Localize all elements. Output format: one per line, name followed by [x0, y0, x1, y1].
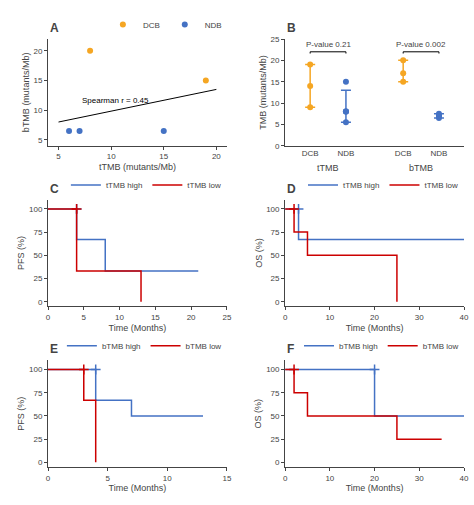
svg-text:0: 0 — [275, 458, 280, 467]
svg-text:0: 0 — [38, 298, 43, 307]
svg-text:TMB (mutants/Mb): TMB (mutants/Mb) — [258, 55, 268, 130]
svg-text:20: 20 — [370, 313, 379, 322]
svg-text:25: 25 — [271, 274, 280, 283]
svg-text:15: 15 — [222, 474, 231, 483]
svg-text:10: 10 — [33, 106, 42, 115]
svg-text:0: 0 — [38, 458, 43, 467]
svg-text:20: 20 — [187, 313, 196, 322]
svg-text:5: 5 — [82, 313, 87, 322]
svg-text:10: 10 — [107, 152, 116, 161]
svg-text:20: 20 — [33, 47, 42, 56]
svg-text:tTMB high: tTMB high — [106, 181, 142, 190]
svg-text:10: 10 — [115, 313, 124, 322]
svg-text:0: 0 — [283, 474, 288, 483]
svg-text:50: 50 — [33, 251, 42, 260]
svg-text:NDB: NDB — [431, 149, 448, 158]
svg-text:tTMB low: tTMB low — [424, 181, 458, 190]
svg-text:bTMB (mutants/Mb): bTMB (mutants/Mb) — [21, 53, 31, 133]
svg-text:tTMB (mutants/Mb): tTMB (mutants/Mb) — [99, 162, 176, 172]
svg-text:0: 0 — [275, 298, 280, 307]
svg-text:NDB: NDB — [337, 149, 354, 158]
svg-text:0: 0 — [46, 313, 51, 322]
svg-text:75: 75 — [33, 228, 42, 237]
svg-text:50: 50 — [271, 251, 280, 260]
svg-text:bTMB high: bTMB high — [102, 342, 141, 351]
svg-text:Time (Months): Time (Months) — [346, 323, 404, 333]
svg-text:30: 30 — [415, 313, 424, 322]
svg-text:E: E — [50, 342, 58, 356]
svg-text:25: 25 — [222, 313, 231, 322]
svg-text:tTMB high: tTMB high — [343, 181, 379, 190]
svg-text:D: D — [287, 182, 296, 196]
svg-text:25: 25 — [271, 435, 280, 444]
svg-text:75: 75 — [33, 389, 42, 398]
svg-text:15: 15 — [159, 152, 168, 161]
svg-text:NDB: NDB — [205, 21, 222, 30]
svg-text:bTMB low: bTMB low — [186, 342, 222, 351]
svg-text:PFS (%): PFS (%) — [16, 236, 26, 270]
svg-text:50: 50 — [271, 412, 280, 421]
svg-text:100: 100 — [29, 205, 43, 214]
svg-text:20: 20 — [370, 474, 379, 483]
svg-text:40: 40 — [460, 313, 469, 322]
svg-text:20: 20 — [271, 56, 280, 65]
svg-text:10: 10 — [271, 99, 280, 108]
svg-text:Spearman r = 0.45: Spearman r = 0.45 — [82, 96, 149, 105]
svg-text:DCB: DCB — [302, 149, 319, 158]
svg-text:10: 10 — [325, 474, 334, 483]
svg-text:DCB: DCB — [143, 21, 160, 30]
svg-text:40: 40 — [460, 474, 469, 483]
svg-text:5: 5 — [38, 136, 43, 145]
svg-text:10: 10 — [163, 474, 172, 483]
svg-text:P-value 0.21: P-value 0.21 — [306, 40, 351, 49]
svg-text:5: 5 — [56, 152, 61, 161]
svg-text:15: 15 — [151, 313, 160, 322]
svg-text:A: A — [50, 21, 59, 35]
svg-text:25: 25 — [33, 435, 42, 444]
svg-text:0: 0 — [46, 474, 51, 483]
svg-text:15: 15 — [33, 76, 42, 85]
svg-text:75: 75 — [271, 228, 280, 237]
svg-text:B: B — [287, 21, 296, 35]
svg-text:DCB: DCB — [395, 149, 412, 158]
svg-text:5: 5 — [275, 120, 280, 129]
svg-text:Time (Months): Time (Months) — [109, 483, 167, 493]
svg-text:0: 0 — [275, 142, 280, 151]
svg-text:25: 25 — [33, 274, 42, 283]
svg-text:30: 30 — [415, 474, 424, 483]
svg-text:OS (%): OS (%) — [254, 238, 264, 268]
svg-text:10: 10 — [325, 313, 334, 322]
svg-text:75: 75 — [271, 389, 280, 398]
svg-text:bTMB: bTMB — [409, 163, 433, 173]
svg-text:C: C — [50, 182, 59, 196]
svg-text:PFS (%): PFS (%) — [16, 397, 26, 431]
svg-text:Time (Months): Time (Months) — [109, 323, 167, 333]
svg-text:bTMB low: bTMB low — [423, 342, 459, 351]
svg-text:0: 0 — [283, 313, 288, 322]
svg-text:5: 5 — [105, 474, 110, 483]
svg-text:tTMB low: tTMB low — [187, 181, 221, 190]
svg-text:50: 50 — [33, 412, 42, 421]
svg-text:OS (%): OS (%) — [254, 399, 264, 429]
svg-text:bTMB high: bTMB high — [339, 342, 378, 351]
svg-text:20: 20 — [212, 152, 221, 161]
svg-text:25: 25 — [271, 35, 280, 44]
svg-text:P-value 0.002: P-value 0.002 — [396, 40, 446, 49]
svg-text:tTMB: tTMB — [317, 163, 339, 173]
svg-text:15: 15 — [271, 78, 280, 87]
svg-text:Time (Months): Time (Months) — [346, 483, 404, 493]
svg-text:100: 100 — [266, 365, 280, 374]
svg-text:100: 100 — [29, 365, 43, 374]
svg-text:F: F — [287, 342, 294, 356]
svg-text:100: 100 — [266, 205, 280, 214]
